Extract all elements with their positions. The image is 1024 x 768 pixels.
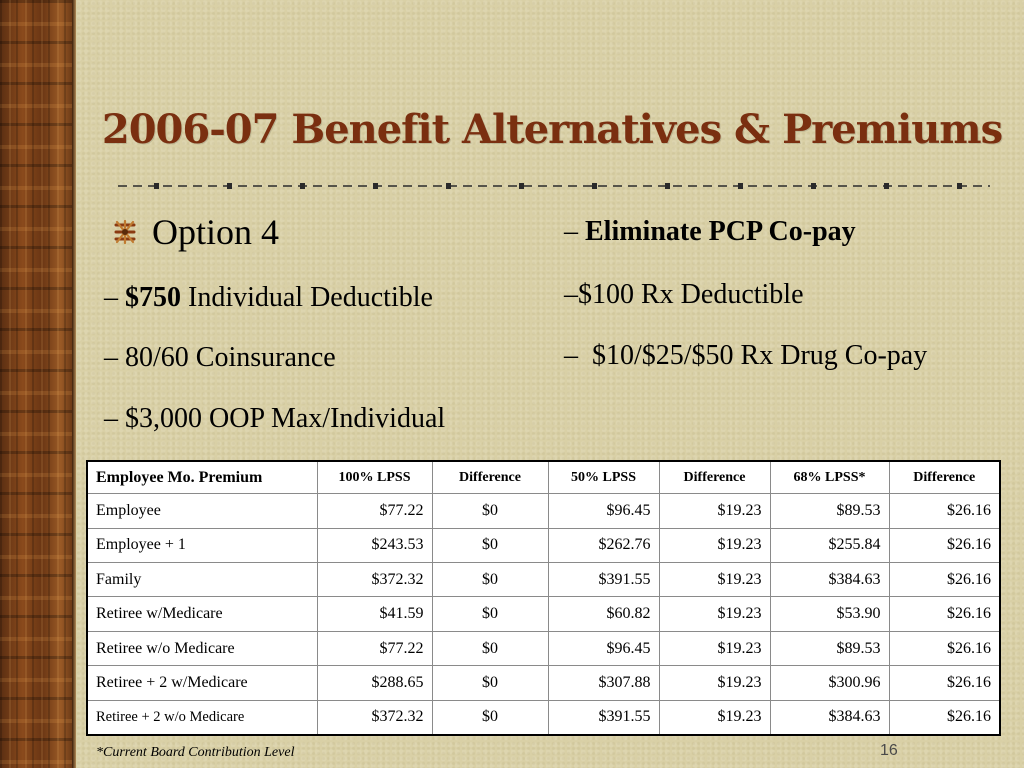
table-cell: $384.63 [769,562,890,598]
table-cell: $26.16 [889,596,1001,632]
table-cell: $288.65 [316,665,433,701]
table-cell: $26.16 [889,665,1001,701]
right-item-rx-deductible: –$100 Rx Deductible [564,279,804,310]
table-cell: $255.84 [769,527,890,564]
slide-title: 2006-07 Benefit Alternatives & Premiums [101,106,1003,153]
table-cell: $19.23 [659,562,771,598]
left-item-oop-max: – $3,000 OOP Max/Individual [104,403,446,434]
option-heading: Option 4 [152,212,280,252]
table-cell: Retiree + 2 w/Medicare [86,665,318,701]
table-cell: $26.16 [889,527,1001,564]
table-cell: $19.23 [659,527,771,564]
footnote: *Current Board Contribution Level [96,745,295,760]
table-cell: $0 [432,562,549,598]
table-cell: $89.53 [769,630,890,667]
right-item-pcp-copay: – Eliminate PCP Co-pay [564,216,856,247]
table-cell: $26.16 [889,562,1001,598]
table-row: Retiree + 2 w/Medicare $288.65 $0 $307.8… [86,665,1001,701]
table-cell: $19.23 [659,630,771,667]
table-cell: Retiree w/o Medicare [86,630,318,667]
dashed-dot-divider [118,183,990,189]
table-cell: $307.88 [547,665,660,701]
left-item-deductible: – $750 Individual Deductible [104,282,433,313]
table-cell: $26.16 [889,630,1001,667]
table-cell: $300.96 [769,665,890,701]
divider-dot [227,183,232,189]
table-header-row: Employee Mo. Premium 100% LPSS Differenc… [86,460,1001,495]
table-cell: $0 [432,596,549,632]
table-cell: $0 [432,527,549,564]
table-cell: $89.53 [769,493,890,529]
left-item-coinsurance: – 80/60 Coinsurance [104,342,336,373]
table-header-cell: Difference [659,460,771,495]
table-cell: $372.32 [316,699,433,736]
divider-dot [519,183,524,189]
table-cell: $96.45 [547,630,660,667]
divider-dot [811,183,816,189]
table-cell: $60.82 [547,596,660,632]
table-header-cell: 50% LPSS [547,460,660,495]
page-number: 16 [880,742,898,759]
table-header-cell: Employee Mo. Premium [86,460,318,495]
table-cell: Retiree w/Medicare [86,596,318,632]
right-item-rx-copay: – $10/$25/$50 Rx Drug Co-pay [564,340,928,371]
table-row: Employee $77.22 $0 $96.45 $19.23 $89.53 … [86,493,1001,529]
table-cell: $41.59 [316,596,433,632]
table-cell: $243.53 [316,527,433,564]
table-cell: $53.90 [769,596,890,632]
divider-dot [592,183,597,189]
premium-table: Employee Mo. Premium 100% LPSS Differenc… [86,460,1001,736]
table-row: Family $372.32 $0 $391.55 $19.23 $384.63… [86,562,1001,598]
table-cell: $19.23 [659,665,771,701]
table-cell: $77.22 [316,493,433,529]
table-cell: Family [86,562,318,598]
table-header-cell: 100% LPSS [316,460,433,495]
table-cell: $19.23 [659,596,771,632]
table-cell: $0 [432,699,549,736]
flower-bullet-icon [114,219,136,245]
table-cell: $0 [432,630,549,667]
divider-dot [154,183,159,189]
table-header-cell: Difference [432,460,549,495]
option-heading-block: Option 4 [100,208,279,256]
divider-dot [373,183,378,189]
table-cell: $26.16 [889,699,1001,736]
divider-dot [957,183,962,189]
table-cell: $384.63 [769,699,890,736]
table-cell: Employee [86,493,318,529]
table-cell: $26.16 [889,493,1001,529]
table-header-cell: 68% LPSS* [769,460,890,495]
table-cell: $391.55 [547,562,660,598]
table-row: Retiree w/o Medicare $77.22 $0 $96.45 $1… [86,630,1001,667]
table-cell: $19.23 [659,493,771,529]
table-row: Retiree w/Medicare $41.59 $0 $60.82 $19.… [86,596,1001,632]
table-cell: $0 [432,665,549,701]
table-cell: Retiree + 2 w/o Medicare [86,699,318,736]
divider-dot [665,183,670,189]
table-row: Employee + 1 $243.53 $0 $262.76 $19.23 $… [86,527,1001,564]
table-header-cell: Difference [889,460,1001,495]
table-cell: $391.55 [547,699,660,736]
table-cell: $19.23 [659,699,771,736]
divider-dot [446,183,451,189]
divider-dot [884,183,889,189]
divider-dot [738,183,743,189]
table-cell: $0 [432,493,549,529]
table-cell: $96.45 [547,493,660,529]
table-row: Retiree + 2 w/o Medicare $372.32 $0 $391… [86,699,1001,736]
table-cell: Employee + 1 [86,527,318,564]
wood-border [0,0,76,768]
table-cell: $77.22 [316,630,433,667]
divider-dot [300,183,305,189]
table-cell: $372.32 [316,562,433,598]
table-cell: $262.76 [547,527,660,564]
